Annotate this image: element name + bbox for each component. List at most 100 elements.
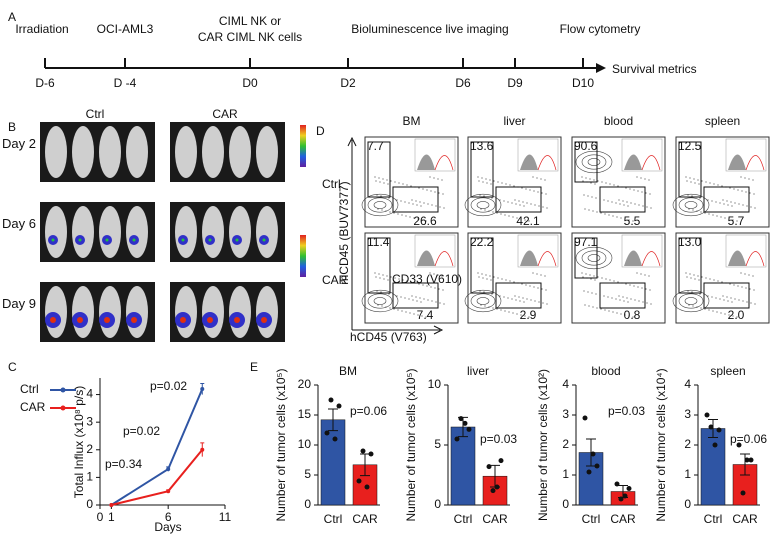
- annotation: p=0.06: [730, 432, 767, 446]
- mouse: [72, 126, 94, 178]
- event: [617, 281, 619, 283]
- legend-swatch: [60, 387, 66, 393]
- event: [425, 220, 427, 222]
- contour: [361, 289, 399, 313]
- event: [378, 273, 380, 275]
- event: [388, 197, 390, 199]
- event: [409, 312, 411, 314]
- contour: [575, 150, 613, 174]
- event: [518, 296, 520, 298]
- point: [360, 448, 366, 454]
- event: [716, 311, 718, 313]
- event: [608, 310, 610, 312]
- point: [200, 387, 205, 392]
- event: [591, 196, 593, 198]
- event: [426, 285, 428, 287]
- event: [685, 176, 687, 178]
- event: [382, 274, 384, 276]
- event: [408, 202, 410, 204]
- event: [394, 181, 396, 183]
- y-tick-label: 4: [86, 387, 93, 401]
- event: [504, 310, 506, 312]
- event: [594, 183, 596, 185]
- event: [753, 193, 755, 195]
- signal: [78, 238, 82, 242]
- event: [534, 300, 536, 302]
- timeline-day: D2: [340, 76, 356, 90]
- event: [612, 311, 614, 313]
- error-bar: [328, 408, 338, 432]
- event: [611, 201, 613, 203]
- event: [429, 272, 431, 274]
- event: [537, 191, 539, 193]
- event: [430, 190, 432, 192]
- event: [640, 273, 642, 275]
- event: [687, 194, 689, 196]
- event: [519, 300, 521, 302]
- gate-value: 0.8: [624, 308, 641, 322]
- inset-hist: [417, 250, 435, 266]
- event: [715, 297, 717, 299]
- colorbar: [300, 235, 306, 277]
- gate-value: 42.1: [516, 214, 540, 228]
- event: [595, 197, 597, 199]
- event: [749, 288, 751, 290]
- group-label: CAR: [212, 107, 238, 121]
- y-axis-label: Number of tumor cells (x10⁵): [404, 368, 418, 521]
- event: [745, 287, 747, 289]
- event: [508, 311, 510, 313]
- event: [421, 315, 423, 317]
- event: [376, 194, 378, 196]
- event: [383, 278, 385, 280]
- event: [524, 315, 526, 317]
- event: [491, 293, 493, 295]
- contour: [581, 154, 607, 170]
- event: [627, 205, 629, 207]
- timeline-event: Bioluminescence live imaging: [351, 22, 508, 36]
- event: [382, 178, 384, 180]
- event: [737, 189, 739, 191]
- event: [443, 303, 445, 305]
- event: [380, 291, 382, 293]
- event: [386, 179, 388, 181]
- timeline-day: D0: [242, 76, 258, 90]
- event: [711, 296, 713, 298]
- event: [532, 272, 534, 274]
- event: [601, 277, 603, 279]
- gate-value: 7.4: [417, 308, 434, 322]
- point: [368, 451, 374, 457]
- event: [381, 305, 383, 307]
- timeline-day: D-6: [35, 76, 55, 90]
- event: [644, 178, 646, 180]
- inset-hist: [417, 154, 435, 170]
- contour: [672, 193, 710, 217]
- event: [404, 297, 406, 299]
- event: [404, 201, 406, 203]
- point: [490, 488, 496, 494]
- y-tick-label: 0: [684, 497, 691, 511]
- event: [387, 183, 389, 185]
- event: [374, 176, 376, 178]
- event: [711, 200, 713, 202]
- event: [740, 272, 742, 274]
- event: [425, 316, 427, 318]
- point: [356, 478, 362, 484]
- gate: [703, 282, 750, 309]
- event: [484, 305, 486, 307]
- timeline-day: D9: [507, 76, 523, 90]
- y-tick-label: 2: [562, 437, 569, 451]
- event: [587, 195, 589, 197]
- mouse: [256, 126, 278, 178]
- event: [418, 283, 420, 285]
- event: [410, 185, 412, 187]
- event: [389, 211, 391, 213]
- y-axis-label: Total Influx (x10⁸ p/s): [72, 386, 86, 498]
- flow-column: blood: [604, 114, 633, 128]
- event: [587, 291, 589, 293]
- timeline-event: CAR CIML NK cells: [198, 30, 302, 44]
- event: [591, 292, 593, 294]
- event: [630, 298, 632, 300]
- event: [708, 213, 710, 215]
- event: [615, 202, 617, 204]
